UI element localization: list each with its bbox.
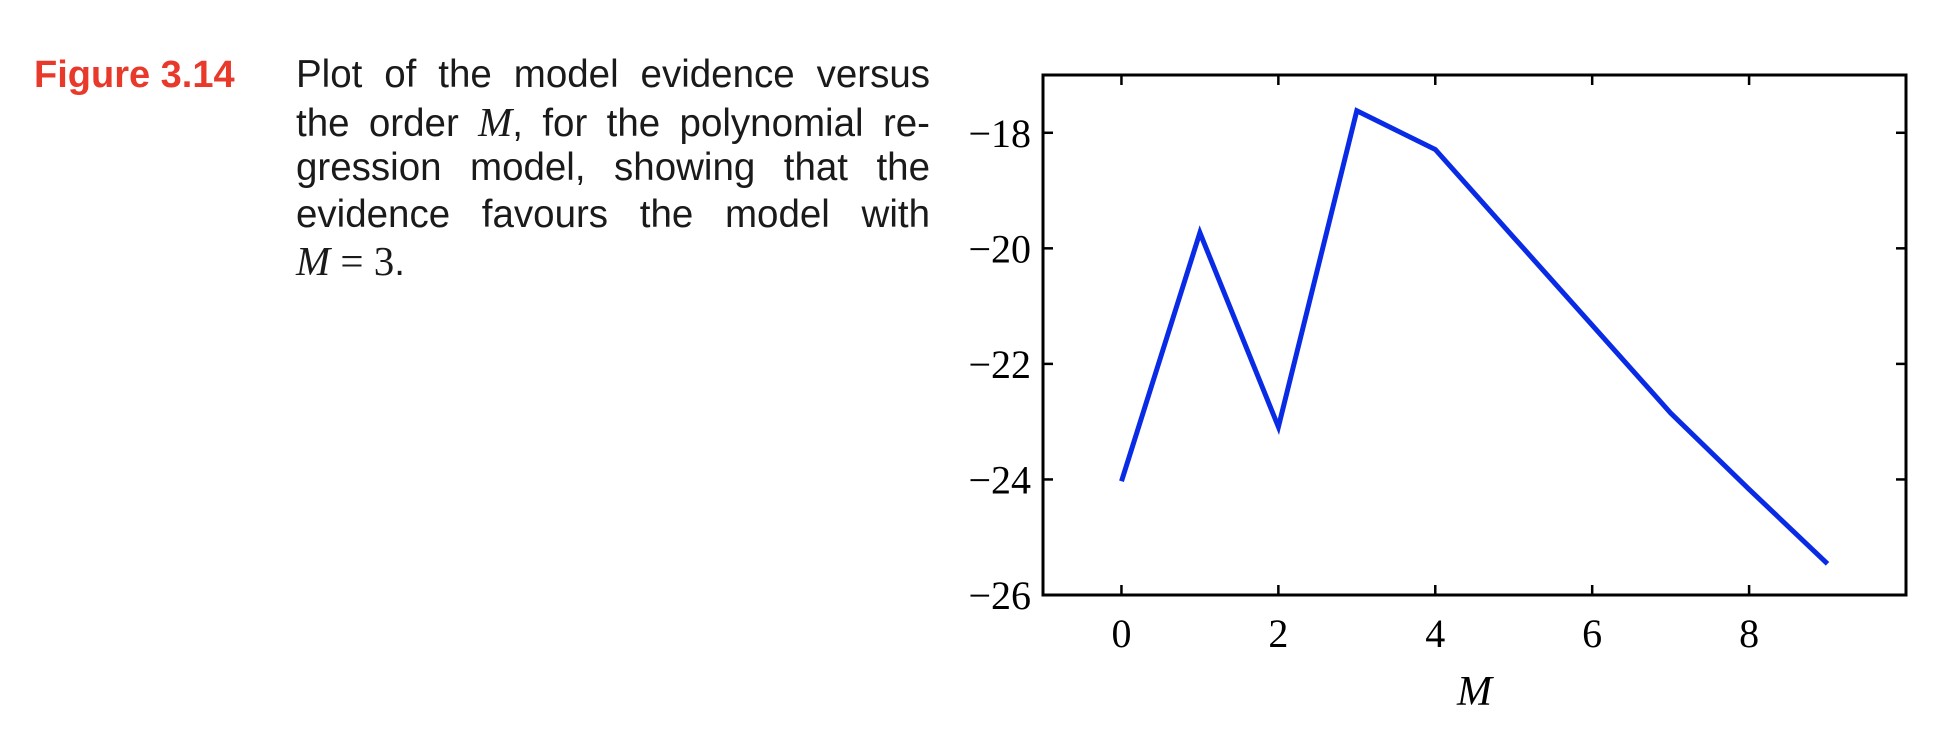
caption-line-4: evidence favours the model with <box>296 192 930 236</box>
caption-line-3: gression model, showing that the <box>296 146 930 189</box>
plot-frame <box>1041 73 1908 597</box>
x-tick-label: 0 <box>1111 611 1131 656</box>
caption-text: the order <box>296 101 479 145</box>
caption-line-1: Plot of the model evidence versus <box>296 53 930 96</box>
y-tick-label: −22 <box>968 342 1031 387</box>
y-tick-label: −24 <box>968 457 1031 502</box>
caption-line-5: M = 3. <box>296 238 930 285</box>
y-tick-label: −20 <box>968 226 1031 271</box>
math-symbol-m: M <box>478 98 513 145</box>
caption-line-2: the order M, for the polynomial re- <box>296 99 930 146</box>
y-tick-label: −18 <box>968 111 1031 156</box>
math-symbol-m: M <box>296 238 331 284</box>
y-tick-label: −26 <box>968 573 1031 618</box>
x-tick-label: 6 <box>1582 611 1602 656</box>
x-tick-label: 4 <box>1425 611 1445 656</box>
figure-label: Figure 3.14 <box>34 54 235 96</box>
axis-ticks <box>1043 75 1906 597</box>
caption-text: . <box>394 241 405 284</box>
x-axis-label: M <box>1456 669 1494 715</box>
caption-text: , for the polynomial re- <box>512 101 931 145</box>
tick-labels: 0 2 4 6 8 −18 −20 −22 −24 −26 <box>968 111 1759 656</box>
figure-caption: Plot of the model evidence versus the or… <box>296 52 930 285</box>
x-tick-label: 8 <box>1739 611 1759 656</box>
evidence-line <box>1119 107 1830 566</box>
x-tick-label: 2 <box>1268 611 1288 656</box>
math-equals-3: = 3 <box>330 238 395 284</box>
